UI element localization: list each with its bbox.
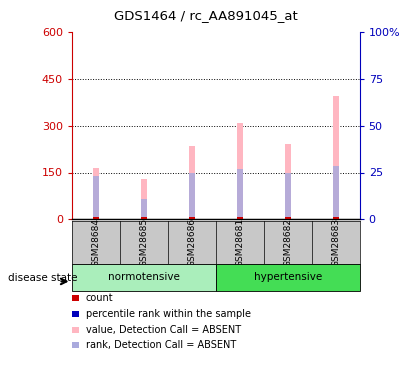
Bar [93,217,99,219]
Bar [333,96,339,219]
Bar [141,179,147,219]
Text: GDS1464 / rc_AA891045_at: GDS1464 / rc_AA891045_at [113,9,298,22]
Text: hypertensive: hypertensive [254,273,322,282]
Text: GSM28682: GSM28682 [283,218,292,267]
Text: percentile rank within the sample: percentile rank within the sample [86,309,251,319]
Bar [72,264,216,291]
Text: GSM28685: GSM28685 [139,218,148,267]
Text: normotensive: normotensive [108,273,180,282]
Bar [189,217,195,219]
Bar [216,264,360,291]
Bar [93,168,99,219]
Bar [141,199,147,219]
Bar [285,173,291,219]
Bar [237,217,242,219]
Bar [333,166,339,219]
Text: rank, Detection Call = ABSENT: rank, Detection Call = ABSENT [86,340,236,350]
Text: GSM28683: GSM28683 [331,218,340,267]
Text: value, Detection Call = ABSENT: value, Detection Call = ABSENT [86,325,241,334]
Bar [333,217,339,219]
Text: GSM28686: GSM28686 [187,218,196,267]
Bar [189,173,195,219]
Bar [141,217,147,219]
Bar [189,146,195,219]
Bar [285,217,291,219]
Text: disease state: disease state [8,273,78,283]
Bar [285,144,291,219]
Bar [237,170,242,219]
Bar [93,176,99,219]
Bar [237,123,242,219]
Text: GSM28684: GSM28684 [91,218,100,267]
Text: count: count [86,293,113,303]
Text: GSM28681: GSM28681 [235,218,244,267]
